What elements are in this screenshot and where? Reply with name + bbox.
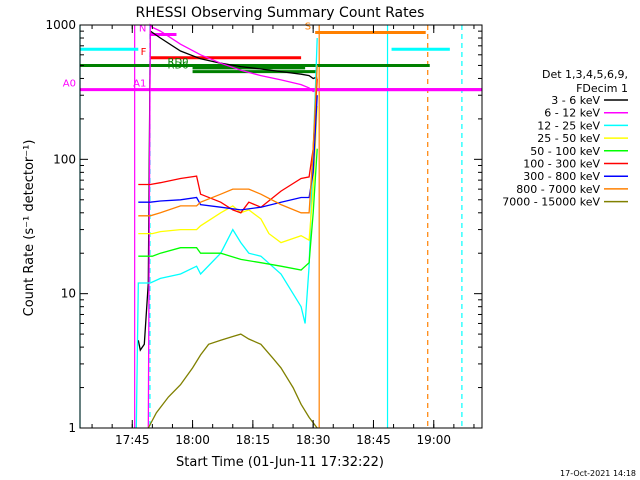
flag-label: S bbox=[305, 21, 311, 32]
x-tick-label: 18:15 bbox=[236, 433, 271, 447]
x-tick-label: 19:00 bbox=[416, 433, 451, 447]
legend-title: Det 1,3,4,5,6,9, bbox=[542, 68, 628, 81]
series-line bbox=[147, 23, 318, 429]
series-line bbox=[138, 78, 318, 214]
legend-entry-label: 100 - 300 keV bbox=[523, 158, 600, 171]
series-line bbox=[138, 95, 318, 211]
y-tick-label: 1 bbox=[68, 421, 76, 435]
plot-area: NFSRD0RD6A0A1 bbox=[63, 21, 482, 429]
legend-entry-label: 3 - 6 keV bbox=[551, 94, 600, 107]
legend-entry-label: 800 - 7000 keV bbox=[516, 183, 600, 196]
y-tick-label: 10 bbox=[61, 287, 76, 301]
legend-title: FDecim 1 bbox=[576, 82, 628, 95]
axes: 1 10 100 1000 17:45 18:00 18:15 18:30 18:45 19:00 bbox=[45, 18, 483, 447]
y-tick-label: 1000 bbox=[45, 18, 76, 32]
series-line bbox=[135, 37, 318, 429]
flag-label: A1 bbox=[133, 79, 146, 90]
x-tick-label: 17:45 bbox=[115, 433, 150, 447]
x-tick-label: 18:45 bbox=[356, 433, 391, 447]
series-line bbox=[138, 65, 318, 217]
chart-title: RHESSI Observing Summary Count Rates bbox=[136, 5, 425, 21]
legend-entry-label: 12 - 25 keV bbox=[537, 119, 600, 132]
series-line bbox=[137, 29, 318, 352]
flag-label: RD0 bbox=[168, 57, 189, 68]
series-line bbox=[147, 333, 318, 429]
legend-entry-label: 7000 - 15000 keV bbox=[502, 196, 600, 209]
plot-frame bbox=[79, 24, 483, 429]
x-tick-label: 18:30 bbox=[296, 433, 331, 447]
legend-entry-label: 300 - 800 keV bbox=[523, 170, 600, 183]
series-line bbox=[138, 105, 318, 244]
flag-label: F bbox=[141, 47, 147, 58]
footer-timestamp: 17-Oct-2021 14:18 bbox=[560, 469, 636, 478]
flag-label: A0 bbox=[63, 79, 76, 90]
legend-entry-label: 6 - 12 keV bbox=[544, 107, 600, 120]
flag-label: N bbox=[139, 23, 146, 34]
legend-entry-label: 25 - 50 keV bbox=[537, 132, 600, 145]
y-tick-label: 100 bbox=[53, 152, 76, 166]
x-axis-label: Start Time (01-Jun-11 17:32:22) bbox=[176, 455, 384, 470]
x-tick-label: 18:00 bbox=[175, 433, 210, 447]
legend-entry-label: 50 - 100 keV bbox=[530, 145, 600, 158]
series-line bbox=[138, 148, 318, 271]
y-axis-label: Count Rate (s⁻¹ detector⁻¹) bbox=[22, 140, 37, 317]
